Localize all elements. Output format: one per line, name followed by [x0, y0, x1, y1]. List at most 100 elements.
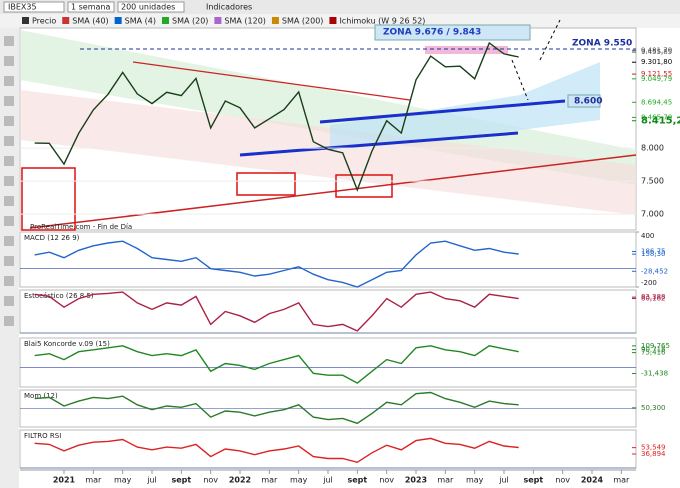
- symbol-box[interactable]: [3, 1, 65, 13]
- trend-line: [132, 61, 411, 101]
- x-tick-label: 2024: [581, 476, 604, 485]
- red-box: [335, 174, 393, 198]
- legend-entry: SMA (200): [282, 17, 324, 26]
- y-tick-label: 8.000: [641, 144, 664, 153]
- value-label: 53,549: [641, 444, 666, 452]
- units[interactable]: 200 unidades: [121, 3, 175, 12]
- legend-entry: Precio: [32, 17, 56, 26]
- x-tick-label: may: [114, 476, 132, 485]
- legend-entry: SMA (4): [125, 17, 156, 26]
- trend-line: [29, 154, 637, 229]
- panel-label: Blai5 Koncorde v.09 (15): [24, 340, 110, 348]
- indicator-panel: [19, 429, 637, 469]
- price-label: 9.455,85: [641, 48, 672, 56]
- price-label: 8.465,70: [641, 113, 672, 121]
- price-label: 9.121,55: [641, 70, 672, 78]
- x-tick-label: jul: [146, 476, 157, 485]
- value-label: 83,388: [641, 293, 666, 301]
- zone-mid: ZONA 9.550: [572, 39, 632, 49]
- indicator-line: [34, 240, 519, 288]
- support-label: 8.600: [574, 97, 602, 107]
- x-tick-label: 2021: [53, 476, 76, 485]
- y-tick-label: 400: [641, 232, 654, 240]
- panel-label: Estocástico (26 8 5): [24, 292, 94, 300]
- indicator-panel: [19, 231, 637, 288]
- legend-swatch: [62, 17, 70, 24]
- legend-entry: SMA (120): [224, 17, 266, 26]
- x-tick-label: mar: [85, 476, 102, 485]
- panel-label: MACD (12 26 9): [24, 234, 80, 242]
- x-tick-label: sept: [347, 476, 367, 485]
- zone-box: [374, 24, 531, 41]
- price-label: 9.049,79: [641, 75, 672, 83]
- x-tick-label: mar: [261, 476, 278, 485]
- support-line: [319, 99, 566, 124]
- legend-swatch: [22, 17, 29, 24]
- y-tick-label: 7.000: [641, 210, 664, 219]
- support-line: [239, 131, 519, 157]
- units-box[interactable]: [117, 1, 185, 13]
- symbol[interactable]: IBEX35: [8, 3, 37, 12]
- x-tick-label: nov: [379, 476, 394, 485]
- pink-zone: [425, 46, 508, 54]
- legend-swatch: [271, 17, 279, 24]
- price-label: 9.481,70: [641, 46, 672, 54]
- period-box[interactable]: [67, 1, 115, 13]
- price-label: 8.694,45: [641, 98, 672, 106]
- projection-arrows: [511, 19, 561, 101]
- price-label: 8.415,25: [641, 116, 680, 127]
- legend-swatch: [214, 17, 222, 24]
- panel-label: Mom (12): [24, 392, 58, 400]
- x-tick-label: 2023: [405, 476, 427, 485]
- x-tick-label: may: [466, 476, 484, 485]
- x-tick-label: nov: [203, 476, 218, 485]
- value-label: 109,765: [641, 342, 670, 350]
- x-tick-label: nov: [555, 476, 570, 485]
- legend-swatch: [114, 17, 122, 24]
- price-label: 9.301,80: [641, 58, 672, 66]
- y-tick-label: -200: [641, 279, 657, 287]
- zone-top: ZONA 9.676 / 9.843: [383, 28, 481, 38]
- indicator-line: [34, 437, 519, 464]
- x-tick-label: sept: [171, 476, 191, 485]
- ichimoku-cloud: [330, 62, 600, 150]
- source: ProRealTime.com - Fin de Día: [30, 223, 132, 231]
- x-tick-label: jul: [498, 476, 509, 485]
- y-tick-label: 7.500: [641, 177, 664, 186]
- panel-label: FILTRO RSI: [24, 432, 61, 440]
- indicator-panel: [19, 289, 637, 334]
- value-label: 75,416: [641, 349, 666, 357]
- indicator-line: [34, 391, 519, 425]
- legend-entry: Ichimoku (W 9 26 52): [339, 17, 425, 26]
- x-tick-label: sept: [523, 476, 543, 485]
- red-box: [21, 167, 76, 231]
- indicator-line: [34, 291, 519, 332]
- legend-swatch: [329, 17, 337, 24]
- legend-swatch: [161, 17, 169, 24]
- x-tick-label: mar: [613, 476, 630, 485]
- indicators[interactable]: Indicadores: [206, 3, 252, 12]
- value-label: 36,894: [641, 450, 666, 458]
- x-tick-label: 2022: [229, 476, 251, 485]
- red-box: [236, 172, 296, 196]
- tool-icons: [4, 36, 14, 326]
- support-box: [567, 94, 601, 108]
- red-channel: [20, 90, 636, 215]
- x-tick-label: may: [290, 476, 308, 485]
- indicator-line: [34, 345, 519, 384]
- value-label: -31,438: [641, 370, 668, 378]
- value-label: 80,162: [641, 295, 666, 303]
- value-label: 158,30: [641, 250, 666, 258]
- legend-entry: SMA (40): [72, 17, 108, 26]
- indicator-panel: [19, 337, 637, 388]
- x-tick-label: jul: [322, 476, 333, 485]
- value-label: 90,718: [641, 346, 666, 354]
- value-label: 186,75: [641, 248, 666, 256]
- value-label: -28,452: [641, 267, 668, 275]
- value-label: 50,300: [641, 404, 666, 412]
- price-line: [34, 41, 519, 192]
- x-tick-label: mar: [437, 476, 454, 485]
- legend-entry: SMA (20): [172, 17, 208, 26]
- period[interactable]: 1 semana: [71, 3, 110, 12]
